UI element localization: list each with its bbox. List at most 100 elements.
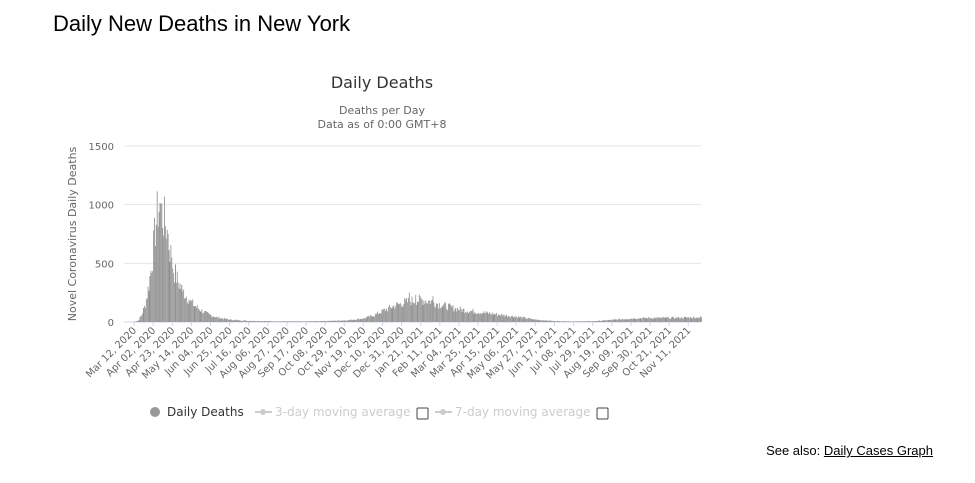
bar	[679, 318, 681, 322]
bar	[690, 318, 692, 322]
bar	[667, 317, 669, 322]
bar	[301, 321, 303, 322]
checkbox-7day-average[interactable]	[596, 407, 609, 420]
bar	[657, 317, 659, 322]
bar	[630, 318, 631, 322]
bar	[652, 318, 654, 322]
bar	[235, 319, 236, 322]
bar	[613, 319, 615, 322]
bar	[257, 320, 259, 322]
bar	[575, 321, 577, 322]
bar	[348, 320, 350, 322]
bar	[494, 314, 496, 322]
bar	[281, 321, 283, 322]
bar	[646, 317, 648, 322]
bar	[697, 318, 699, 322]
bar	[530, 319, 532, 322]
bar	[620, 319, 621, 322]
bar	[185, 296, 187, 322]
bar	[380, 313, 382, 322]
bar	[539, 320, 541, 322]
bar	[236, 319, 238, 322]
bar	[150, 270, 152, 322]
legend-label-7day-average: 7-day moving average	[455, 405, 590, 419]
bar	[251, 320, 253, 322]
bar	[209, 314, 211, 322]
bar	[400, 304, 402, 322]
bar	[264, 320, 266, 322]
bar	[387, 306, 389, 322]
bar	[344, 320, 346, 322]
bar	[218, 316, 220, 322]
bar	[245, 320, 247, 322]
bar	[135, 321, 137, 322]
bar	[537, 319, 539, 322]
bar	[377, 314, 379, 322]
see-also-prefix: See also:	[766, 443, 824, 458]
bar	[567, 321, 569, 322]
bar	[500, 313, 502, 322]
bar	[172, 268, 174, 322]
bar	[603, 320, 605, 322]
bar	[415, 295, 417, 322]
bar	[475, 313, 477, 322]
bar	[664, 318, 666, 322]
bar	[662, 317, 664, 322]
bar	[536, 319, 538, 322]
bar	[592, 321, 594, 322]
bar	[488, 312, 490, 322]
bar	[690, 316, 691, 322]
legend-item-3day-average[interactable]: 3-day moving average	[255, 405, 410, 419]
bar	[622, 319, 624, 322]
bar	[636, 318, 638, 322]
bar	[687, 317, 689, 322]
bar	[352, 319, 354, 322]
bar	[621, 319, 623, 322]
bar	[634, 318, 636, 322]
bar	[425, 300, 427, 322]
bar	[195, 307, 197, 322]
bar	[158, 212, 160, 322]
bar	[361, 318, 363, 322]
bar	[350, 319, 352, 322]
bar	[593, 320, 595, 322]
bar	[499, 315, 501, 322]
bar	[438, 303, 440, 322]
bar	[518, 317, 520, 322]
legend-item-daily-deaths[interactable]: Daily Deaths	[150, 405, 244, 419]
bar	[482, 313, 484, 322]
bar	[254, 320, 256, 322]
bar	[577, 321, 579, 322]
bar	[374, 316, 376, 322]
legend-marker-3day	[260, 409, 266, 415]
bar	[253, 321, 255, 322]
daily-cases-graph-link[interactable]: Daily Cases Graph	[823, 443, 933, 458]
bar	[394, 308, 396, 322]
y-tick-label: 500	[95, 259, 114, 270]
checkbox-3day-average[interactable]	[416, 407, 429, 420]
bar	[299, 321, 301, 322]
bar	[366, 317, 367, 322]
bar	[252, 321, 254, 322]
bar	[528, 317, 529, 322]
bar	[154, 245, 156, 322]
bar	[467, 311, 469, 322]
bar	[650, 317, 652, 322]
bar	[201, 309, 203, 322]
bar	[650, 318, 651, 322]
bar	[626, 319, 628, 322]
bar	[532, 318, 534, 322]
bar	[434, 306, 436, 322]
bar	[458, 309, 459, 322]
bar	[558, 320, 560, 322]
legend-label-daily-deaths: Daily Deaths	[167, 405, 244, 419]
bar	[625, 319, 627, 322]
bar	[588, 321, 590, 322]
legend-item-7day-average[interactable]: 7-day moving average	[435, 405, 590, 419]
bar	[551, 320, 553, 322]
bar	[216, 316, 218, 322]
bar	[336, 320, 337, 322]
see-also: See also: Daily Cases Graph	[766, 443, 933, 458]
bar	[245, 320, 246, 322]
bar	[206, 312, 208, 322]
